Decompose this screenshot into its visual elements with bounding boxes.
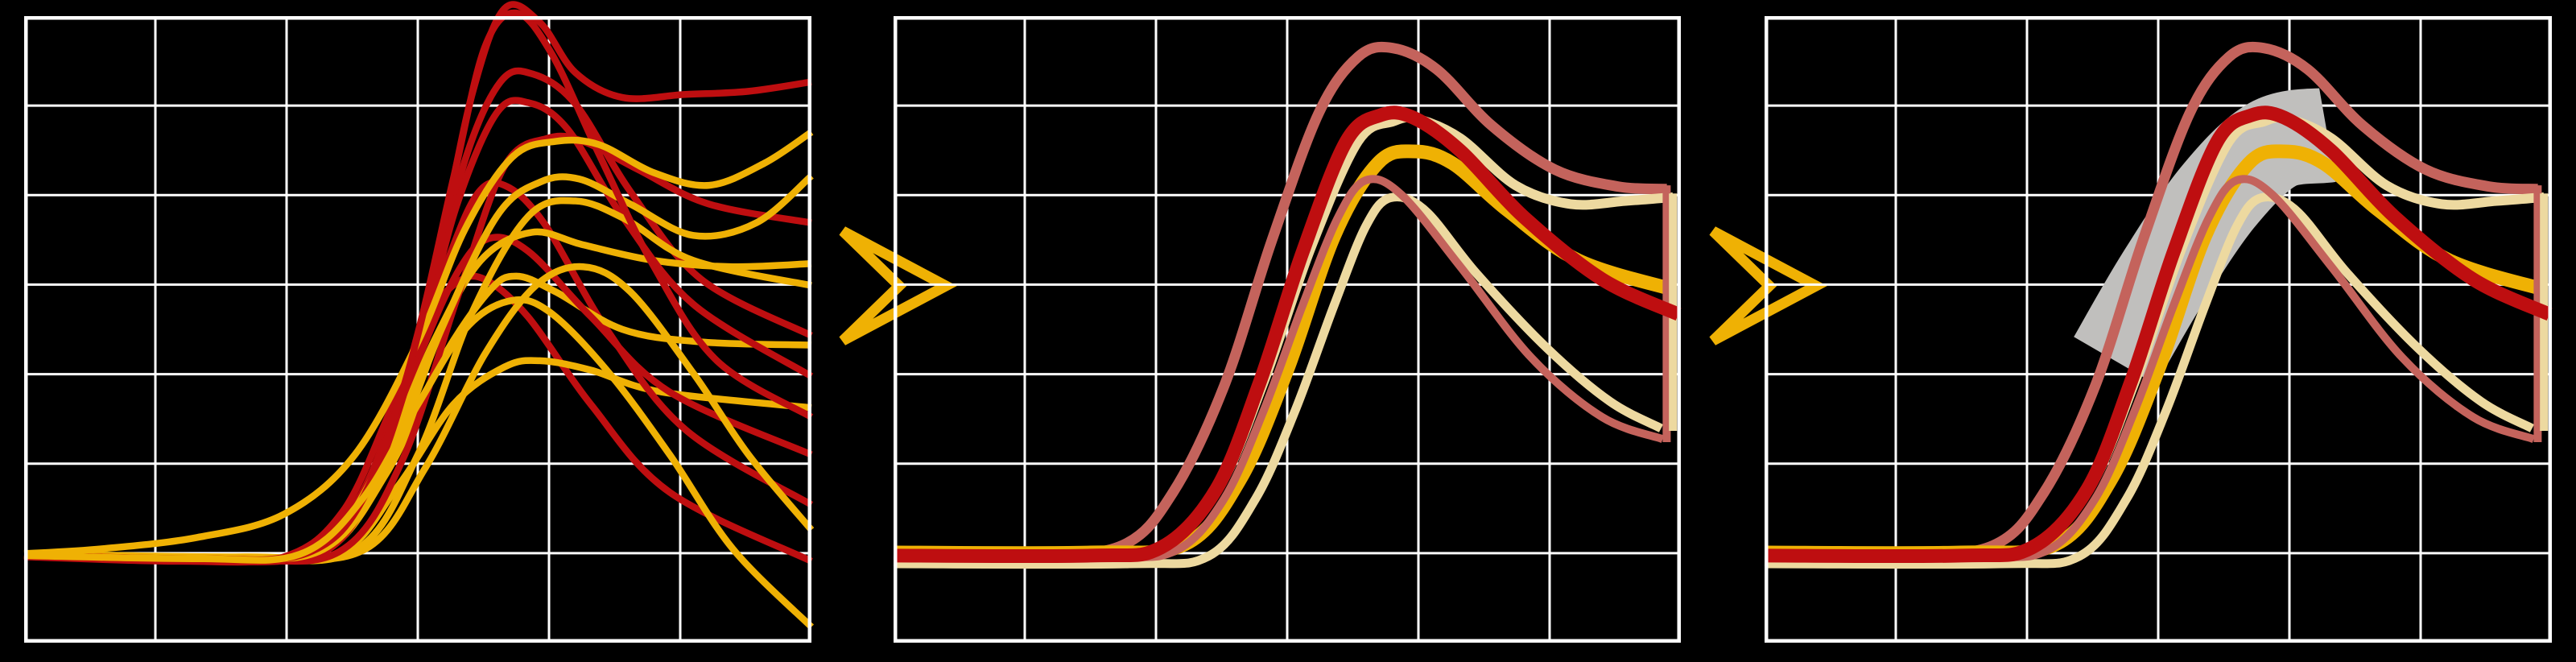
- mean-envelope-highlight-chart: [1764, 16, 2553, 643]
- chevron-right-icon: [1709, 226, 1827, 345]
- individual-curves-chart: [23, 1, 815, 643]
- panel-individual-curves: [23, 1, 815, 643]
- panel-mean-envelope: [893, 16, 1682, 643]
- panel-mean-envelope-highlighted: [1764, 16, 2553, 643]
- chevron-right-icon: [839, 226, 957, 345]
- mean-envelope-chart: [893, 16, 1682, 643]
